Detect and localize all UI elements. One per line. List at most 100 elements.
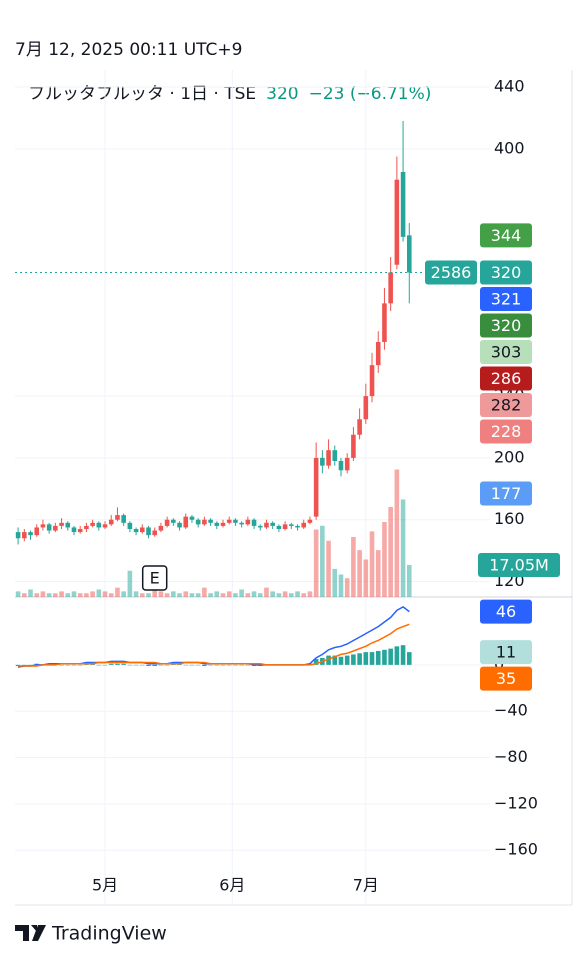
price-label-box bbox=[480, 313, 532, 338]
x-tick-label: 5月 bbox=[92, 876, 118, 895]
volume-bar bbox=[195, 593, 201, 597]
candle-body bbox=[344, 457, 350, 471]
histogram-bar bbox=[382, 649, 387, 665]
volume-bar bbox=[251, 591, 257, 597]
volume-bar bbox=[332, 568, 338, 597]
candle-body bbox=[375, 342, 381, 366]
candle-body bbox=[313, 457, 319, 517]
volume-bar bbox=[22, 593, 27, 597]
volume-bar bbox=[90, 591, 95, 597]
candle-body bbox=[270, 522, 275, 526]
histogram-bar bbox=[71, 664, 77, 666]
y-tick-label: −160 bbox=[494, 840, 538, 859]
histogram-bar bbox=[65, 664, 71, 666]
volume-bar bbox=[202, 587, 207, 597]
volume-bar bbox=[226, 591, 232, 597]
volume-bar bbox=[344, 578, 350, 597]
candle-body bbox=[295, 525, 300, 528]
y-tick-label: 440 bbox=[494, 77, 525, 96]
histogram-bar bbox=[77, 664, 83, 666]
volume-bar bbox=[46, 593, 52, 597]
candle-body bbox=[202, 519, 207, 525]
histogram-bar bbox=[28, 664, 33, 666]
volume-bar bbox=[382, 522, 387, 597]
candle-body bbox=[40, 524, 46, 528]
volume-label-box bbox=[478, 553, 560, 578]
candle-body bbox=[226, 519, 232, 523]
candle-body bbox=[146, 527, 151, 536]
y-tick-label: −80 bbox=[494, 747, 528, 766]
candle-body bbox=[108, 519, 114, 525]
last-price-label-box bbox=[480, 260, 532, 285]
volume-bar bbox=[77, 593, 83, 597]
volume-bar bbox=[357, 550, 362, 597]
marks bbox=[15, 121, 480, 668]
volume-bar bbox=[108, 593, 114, 597]
candle-body bbox=[65, 522, 71, 528]
candle-body bbox=[189, 516, 195, 520]
histogram-bar bbox=[164, 664, 170, 666]
histogram-bar bbox=[344, 655, 350, 665]
candle-body bbox=[382, 303, 387, 342]
candle-body bbox=[177, 522, 182, 528]
candle-body bbox=[394, 179, 400, 265]
candle-body bbox=[320, 457, 325, 466]
candle-body bbox=[195, 519, 201, 525]
candle-body bbox=[363, 396, 369, 420]
candle-body bbox=[388, 272, 393, 304]
volume-bar bbox=[400, 499, 406, 597]
price-label-box bbox=[480, 481, 532, 506]
histogram-bar bbox=[133, 664, 139, 666]
histogram-bar bbox=[152, 664, 158, 667]
price-label-box bbox=[480, 286, 532, 311]
candle-body bbox=[183, 516, 189, 528]
price-label-box bbox=[480, 223, 532, 248]
candle-body bbox=[15, 532, 21, 539]
price-label: 177 bbox=[491, 484, 522, 503]
volume-bar bbox=[264, 587, 269, 597]
symbol: フルッタフルッタ · 1日 · TSE bbox=[28, 84, 256, 104]
price-label: 282 bbox=[491, 395, 522, 414]
volume-bar bbox=[270, 591, 275, 597]
candle-body bbox=[164, 519, 170, 526]
histogram-bar bbox=[202, 664, 207, 667]
candle-body bbox=[245, 519, 251, 525]
volume-bar bbox=[121, 591, 126, 597]
volume-bar bbox=[388, 507, 393, 597]
candle-body bbox=[34, 527, 40, 536]
volume-bar bbox=[320, 525, 325, 597]
histogram-bar bbox=[332, 655, 338, 665]
candle-body bbox=[96, 522, 102, 528]
histogram-bar bbox=[115, 663, 120, 665]
candle-body bbox=[127, 522, 133, 529]
histogram-bar bbox=[239, 664, 244, 666]
candle-body bbox=[301, 522, 307, 528]
price-label-box bbox=[480, 419, 532, 444]
histogram-bar bbox=[245, 664, 251, 666]
price-label-box bbox=[480, 339, 532, 364]
price-label: 321 bbox=[491, 289, 522, 308]
histogram-bar bbox=[146, 664, 151, 667]
volume-bar bbox=[96, 589, 102, 597]
indicator-label: 35 bbox=[496, 669, 516, 688]
volume-bar bbox=[295, 591, 300, 597]
candle-body bbox=[115, 515, 120, 520]
histogram-bar bbox=[214, 664, 220, 666]
volume-bar bbox=[394, 469, 400, 597]
event-label: E bbox=[150, 569, 160, 588]
candle-body bbox=[332, 450, 338, 461]
candle-body bbox=[264, 522, 269, 528]
price-label: 303 bbox=[491, 342, 522, 361]
candle-body bbox=[133, 529, 139, 533]
indicator-line bbox=[17, 606, 410, 668]
volume-bar bbox=[84, 593, 89, 597]
price-label: 286 bbox=[491, 369, 522, 388]
histogram-bar bbox=[313, 659, 319, 665]
histogram-bar bbox=[338, 656, 344, 665]
volume-bar bbox=[34, 593, 40, 597]
brand: TradingView bbox=[51, 923, 167, 945]
volume-bar bbox=[369, 531, 375, 597]
legend: フルッタフルッタ · 1日 · TSE 320 −23 (−6.71%) bbox=[28, 84, 431, 104]
candle-body bbox=[28, 532, 33, 536]
logo: TradingView bbox=[15, 923, 167, 945]
